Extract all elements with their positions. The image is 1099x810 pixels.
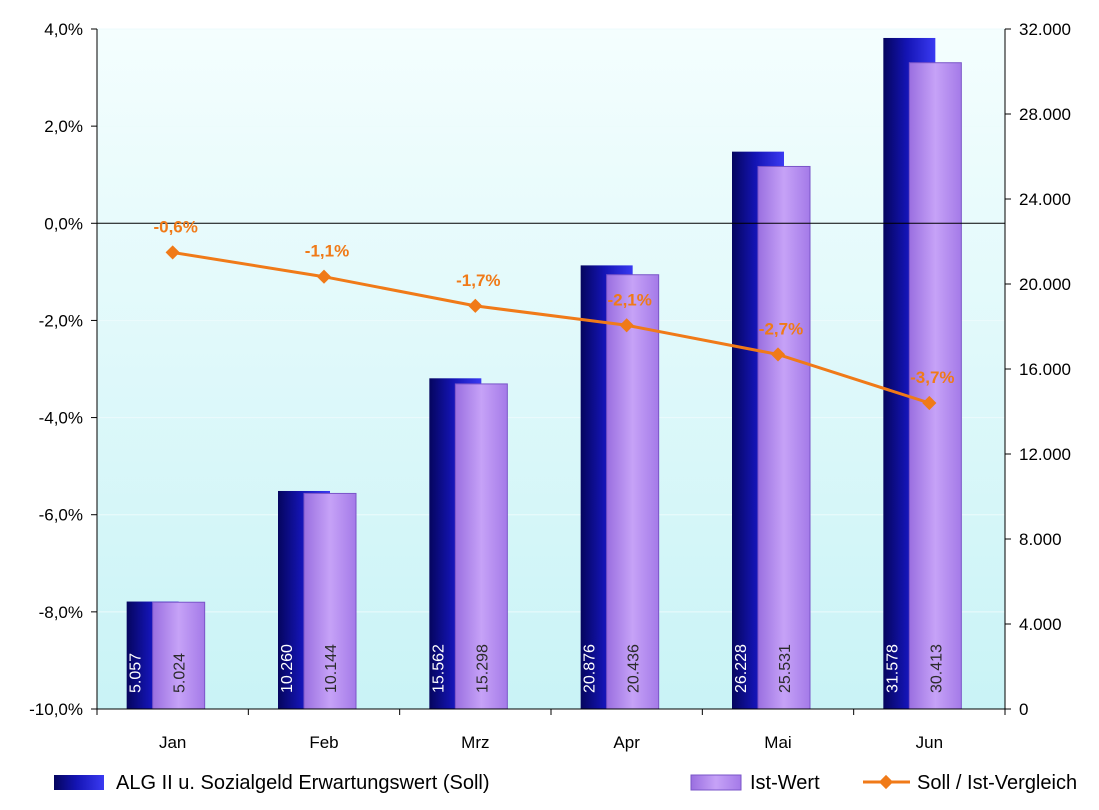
- line-marker: [165, 245, 180, 260]
- bar-label-ist: 10.144: [323, 644, 340, 693]
- percent-label: -1,1%: [305, 242, 349, 261]
- comparison-line: [165, 245, 937, 411]
- percent-label: -1,7%: [456, 271, 500, 290]
- line-marker: [316, 269, 332, 284]
- legend: ALG II u. Sozialgeld Erwartungswert (Sol…: [54, 772, 1077, 794]
- right-tick-label: 4.000: [1019, 615, 1062, 634]
- bar-label-ist: 20.436: [626, 644, 643, 693]
- left-tick-label: -6,0%: [39, 506, 83, 525]
- category-label: Jan: [159, 733, 186, 752]
- bar-ist: [908, 62, 962, 710]
- line-marker: [619, 318, 634, 333]
- legend-swatch-marker: [878, 774, 894, 790]
- bar-label-ist: 30.413: [928, 644, 945, 693]
- right-tick-label: 12.000: [1019, 445, 1071, 464]
- bar-label-soll: 5.057: [128, 653, 145, 693]
- legend-swatch-soll: [54, 775, 104, 790]
- right-tick-label: 0: [1019, 700, 1028, 719]
- bar-ist: [454, 383, 508, 710]
- percent-label: -3,7%: [910, 368, 954, 387]
- data-labels: 5.057 5.024 10.260 10.144 15.562 15.298 20.876…: [128, 217, 955, 693]
- right-tick-label: 8.000: [1019, 530, 1062, 549]
- bar-ist: [152, 601, 206, 710]
- category-label: Mrz: [461, 733, 489, 752]
- right-tick-label: 28.000: [1019, 105, 1071, 124]
- percent-label: -2,7%: [759, 319, 803, 338]
- line-marker: [468, 298, 483, 313]
- bar-label-soll: 26.228: [733, 644, 750, 693]
- line-marker: [922, 395, 937, 411]
- bar-ist: [606, 274, 660, 710]
- line-marker: [770, 347, 786, 362]
- category-label: Apr: [613, 733, 640, 752]
- bars: [126, 37, 962, 710]
- legend-label-soll: ALG II u. Sozialgeld Erwartungswert (Sol…: [116, 772, 490, 794]
- category-label: Jun: [916, 733, 943, 752]
- left-tick-label: 4,0%: [44, 20, 83, 39]
- bar-label-ist: 25.531: [777, 644, 794, 693]
- right-tick-label: 20.000: [1019, 275, 1071, 294]
- left-tick-label: 0,0%: [44, 214, 83, 233]
- bar-label-soll: 10.260: [279, 644, 296, 693]
- bar-label-ist: 5.024: [172, 653, 189, 693]
- right-tick-label: 16.000: [1019, 360, 1071, 379]
- bar-label-ist: 15.298: [474, 644, 491, 693]
- bar-ist: [303, 492, 357, 710]
- left-tick-label: -4,0%: [39, 409, 83, 428]
- comparison-polyline: [172, 250, 930, 405]
- bar-label-soll: 15.562: [430, 644, 447, 693]
- bar-ist: [757, 165, 811, 710]
- left-tick-label: -10,0%: [29, 700, 83, 719]
- percent-label: -0,6%: [153, 217, 197, 236]
- percent-label: -2,1%: [607, 290, 651, 309]
- right-tick-label: 32.000: [1019, 20, 1071, 39]
- plot-area: [97, 29, 1005, 709]
- axes: Jan Feb Mrz Apr Mai Jun 4,0% 2,0% 0,0% -2,0% -4,0%…: [29, 20, 1071, 752]
- left-tick-label: -8,0%: [39, 603, 83, 622]
- legend-label-line: Soll / Ist-Vergleich: [917, 772, 1077, 794]
- category-label: Mai: [764, 733, 791, 752]
- category-label: Feb: [309, 733, 338, 752]
- bar-label-soll: 20.876: [582, 644, 599, 693]
- left-tick-label: -2,0%: [39, 311, 83, 330]
- legend-label-ist: Ist-Wert: [750, 772, 820, 794]
- bar-label-soll: 31.578: [884, 644, 901, 693]
- left-tick-label: 2,0%: [44, 117, 83, 136]
- legend-swatch-ist: [690, 774, 742, 791]
- right-tick-label: 24.000: [1019, 190, 1071, 209]
